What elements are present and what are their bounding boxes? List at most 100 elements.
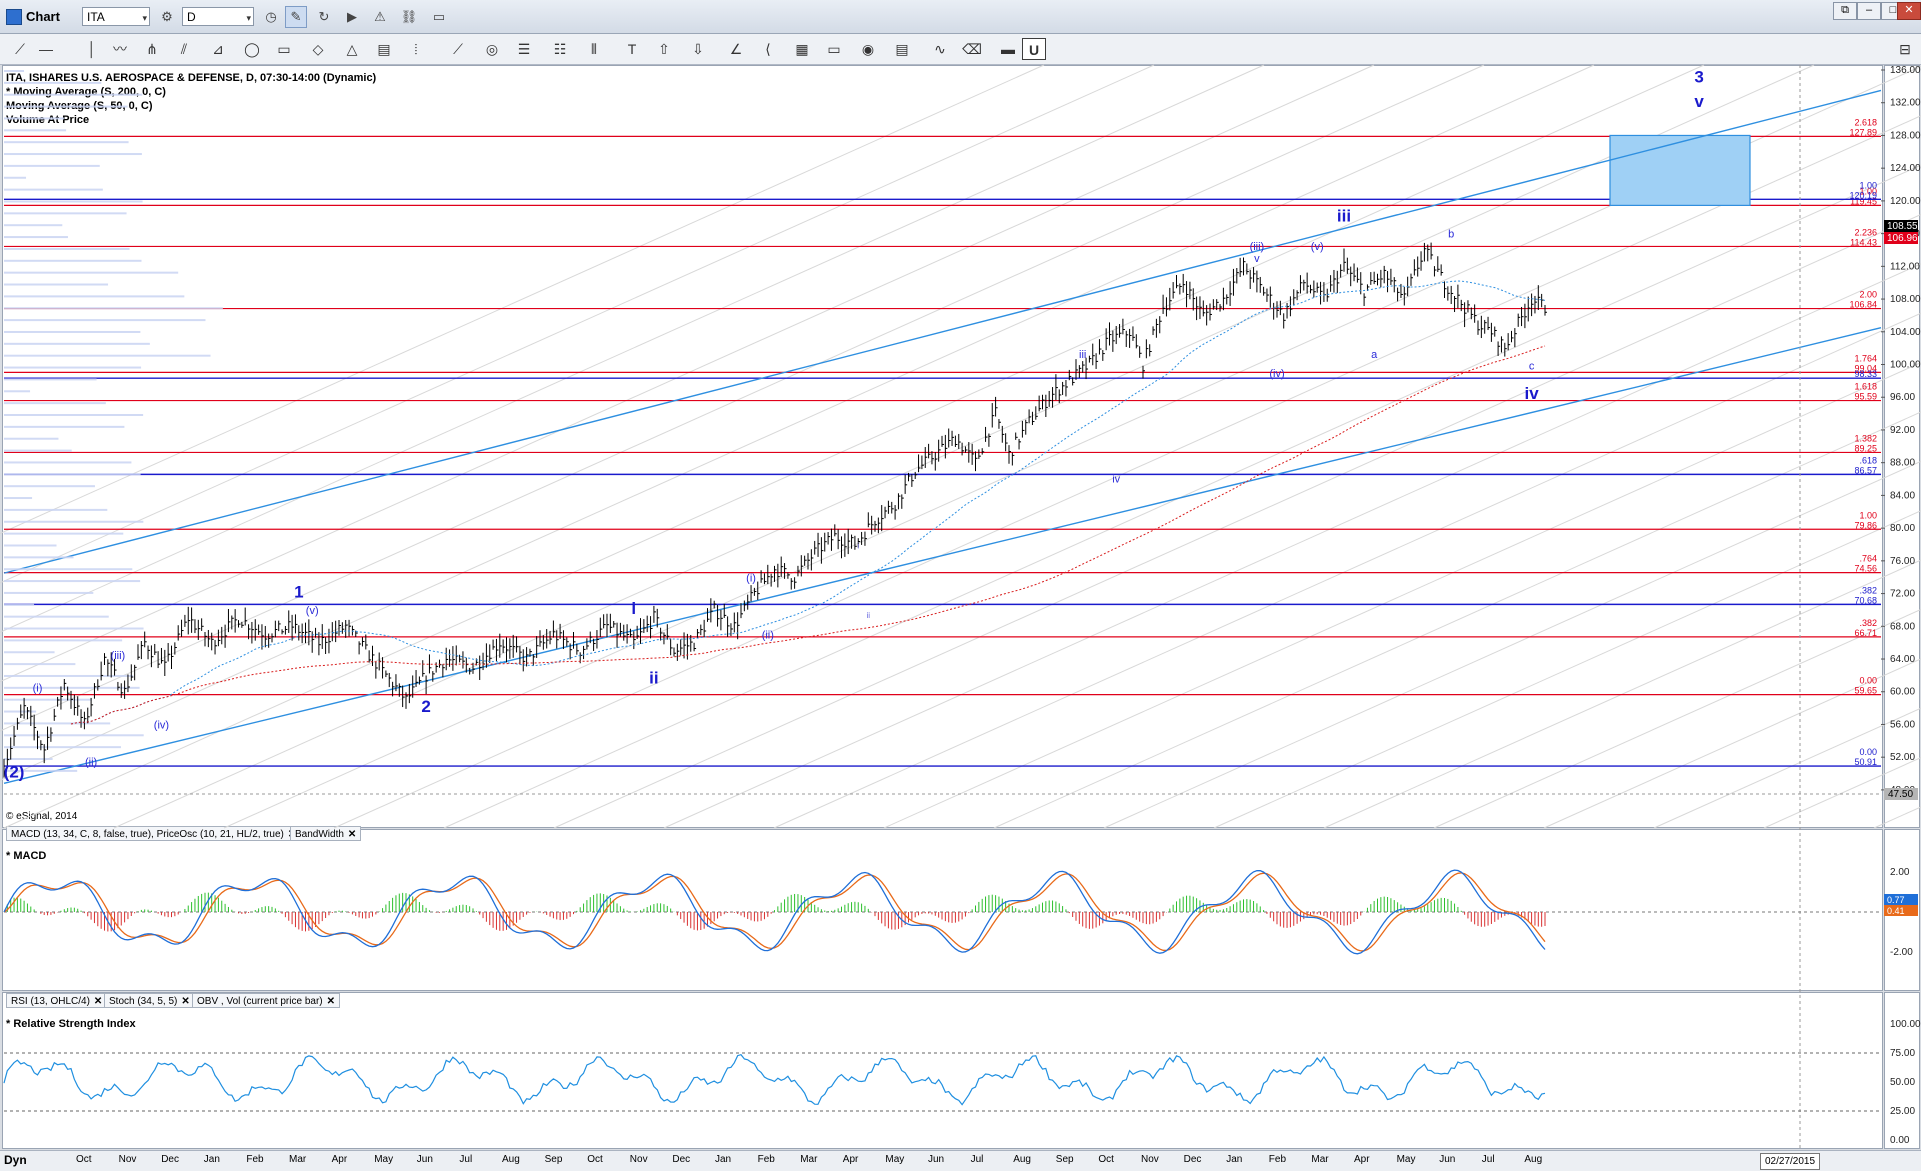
gann-tool-icon[interactable]: ⟨ bbox=[765, 41, 771, 57]
future-date-box: 02/27/2015 bbox=[1760, 1153, 1821, 1170]
month-label: Apr bbox=[331, 1154, 348, 1165]
rsi-scale[interactable] bbox=[1884, 992, 1920, 1149]
month-label: Apr bbox=[1354, 1154, 1370, 1165]
close-button[interactable]: ✕ bbox=[1897, 2, 1921, 20]
month-label: Nov bbox=[629, 1154, 648, 1165]
triangle-tool-icon[interactable]: △ bbox=[346, 41, 358, 57]
mob-tool-icon[interactable]: ▭ bbox=[827, 41, 841, 57]
polyline-tool-icon[interactable]: 〰 bbox=[113, 41, 127, 57]
arrow-up-tool-icon[interactable]: ⇧ bbox=[658, 41, 670, 57]
month-label: Oct bbox=[587, 1154, 603, 1165]
month-label: Feb bbox=[757, 1154, 775, 1165]
channel-tool-icon[interactable]: ⫽ bbox=[180, 41, 188, 57]
month-label: Sep bbox=[1055, 1154, 1074, 1165]
tab-stoch[interactable]: Stoch (34, 5, 5) ✕ bbox=[104, 993, 195, 1008]
tab-macd[interactable]: MACD (13, 34, C, 8, false, true), PriceO… bbox=[6, 826, 302, 841]
chat-icon[interactable]: ▭ bbox=[432, 9, 446, 24]
dyn-label[interactable]: Dyn bbox=[4, 1153, 27, 1167]
erase-tool-icon[interactable]: ⌫ bbox=[962, 41, 982, 57]
minimize-button[interactable]: – bbox=[1857, 2, 1881, 20]
month-label: Jan bbox=[715, 1154, 732, 1165]
month-label: Mar bbox=[1311, 1154, 1329, 1165]
fib-retrace-tool-icon[interactable]: ☰ bbox=[517, 41, 531, 57]
month-label: Oct bbox=[1098, 1154, 1114, 1165]
tab-rsi[interactable]: RSI (13, OHLC/4) ✕ bbox=[6, 993, 108, 1008]
regression-tool-icon[interactable]: ⟋ bbox=[453, 41, 463, 57]
chevron-down-icon[interactable]: ▾ bbox=[246, 13, 251, 23]
month-label: Nov bbox=[118, 1154, 137, 1165]
month-label: Aug bbox=[502, 1154, 520, 1165]
macd-scale[interactable] bbox=[1884, 829, 1920, 991]
zigzag-tool-icon[interactable]: ∿ bbox=[934, 41, 946, 57]
rectangle-tool-icon[interactable]: ▭ bbox=[277, 41, 291, 57]
pti-tool-icon[interactable]: ▤ bbox=[895, 41, 909, 57]
tab-bandwidth[interactable]: BandWidth ✕ bbox=[290, 826, 362, 841]
month-label: May bbox=[885, 1154, 905, 1165]
macd-pane[interactable] bbox=[2, 829, 1883, 991]
price-scale[interactable] bbox=[1884, 65, 1920, 828]
month-label: Feb bbox=[246, 1154, 264, 1165]
fib-ext-tool-icon[interactable]: ☷ bbox=[553, 41, 567, 57]
circle-tool-icon[interactable]: ◎ bbox=[485, 41, 499, 57]
month-label: Dec bbox=[672, 1154, 691, 1165]
ma200-label: * Moving Average (S, 200, 0, C) bbox=[6, 86, 166, 98]
text-tool-icon[interactable]: T bbox=[627, 41, 637, 57]
pitchfork-tool-icon[interactable]: ⋔ bbox=[146, 41, 158, 57]
alert-icon[interactable]: ⚠ bbox=[374, 9, 386, 24]
collapse-toolbar-icon[interactable]: ⊟ bbox=[1899, 41, 1911, 57]
month-label: Feb bbox=[1268, 1154, 1287, 1165]
fan-tool-icon[interactable]: ⊿ bbox=[212, 41, 224, 57]
ellipse-tool-icon[interactable]: ◯ bbox=[244, 41, 260, 57]
month-label: Mar bbox=[800, 1154, 818, 1165]
chart-title: ITA, ISHARES U.S. AEROSPACE & DEFENSE, D… bbox=[6, 72, 377, 84]
parallel-tool-icon[interactable]: ▤ bbox=[377, 41, 391, 57]
clock-icon[interactable]: ◷ bbox=[265, 9, 277, 24]
interval-input[interactable]: D ▾ bbox=[182, 7, 254, 26]
month-label: Dec bbox=[1183, 1154, 1202, 1165]
angle-tool-icon[interactable]: ∠ bbox=[729, 41, 743, 57]
restore-button[interactable]: ⧉ bbox=[1833, 2, 1857, 20]
month-label: Jun bbox=[416, 1154, 433, 1165]
line-tool-icon[interactable]: ⟋ bbox=[15, 41, 25, 57]
month-label: Jun bbox=[928, 1154, 945, 1165]
link-icon[interactable]: ⛓ bbox=[400, 9, 418, 24]
cycle-tool-icon[interactable]: ⦙ bbox=[414, 41, 418, 57]
chevron-down-icon[interactable]: ▾ bbox=[142, 13, 147, 23]
pencil-icon[interactable]: ✎ bbox=[285, 6, 307, 28]
tab-obv[interactable]: OBV , Vol (current price bar) ✕ bbox=[192, 993, 340, 1008]
rsi-pane[interactable] bbox=[2, 992, 1883, 1149]
refresh-icon[interactable]: ↻ bbox=[318, 9, 330, 24]
volume-at-price-label: Volume At Price bbox=[6, 114, 90, 126]
comment-tool-icon[interactable]: ▬ bbox=[1001, 41, 1015, 57]
month-label: Jul bbox=[459, 1154, 473, 1165]
symbol-link-icon[interactable]: ⚙ bbox=[161, 9, 173, 24]
hline-tool-icon[interactable]: — bbox=[39, 41, 53, 57]
rsi-title: * Relative Strength Index bbox=[6, 1018, 136, 1030]
play-icon[interactable]: ▶ bbox=[347, 9, 357, 24]
symbol-input[interactable]: ITA ▾ bbox=[82, 7, 150, 26]
month-label: Dec bbox=[161, 1154, 179, 1165]
month-label: Jan bbox=[1226, 1154, 1243, 1165]
month-label: May bbox=[1396, 1154, 1416, 1165]
grid-tool-icon[interactable]: ▦ bbox=[795, 41, 809, 57]
month-label: Sep bbox=[544, 1154, 563, 1165]
copyright-label: © eSignal, 2014 bbox=[6, 811, 78, 822]
window-title: Chart bbox=[26, 9, 60, 24]
close-icon: ✕ bbox=[326, 996, 335, 1007]
arrow-down-tool-icon[interactable]: ⇩ bbox=[692, 41, 704, 57]
vline-tool-icon[interactable]: │ bbox=[87, 41, 97, 57]
close-icon: ✕ bbox=[93, 996, 103, 1007]
close-icon: ✕ bbox=[347, 829, 357, 840]
ma50-label: Moving Average (S, 50, 0, C) bbox=[6, 100, 153, 112]
title-bar: Chart ITA ▾ ⚙ D ▾ ◷ ✎ ↻ ▶ ⚠ ⛓ ▭ ⧉ – □ ✕ bbox=[0, 0, 1921, 34]
fib-time-tool-icon[interactable]: ⦀ bbox=[590, 41, 598, 57]
eye-tool-icon[interactable]: ◉ bbox=[861, 41, 875, 57]
month-label: Jul bbox=[1481, 1154, 1495, 1165]
month-label: Jun bbox=[1439, 1154, 1456, 1165]
eraser-tool-icon[interactable]: ◇ bbox=[312, 41, 324, 57]
month-label: Aug bbox=[1013, 1154, 1031, 1165]
month-label: Mar bbox=[289, 1154, 307, 1165]
price-pane[interactable] bbox=[2, 65, 1883, 828]
time-axis[interactable]: Dyn Oct Nov Dec Jan Feb Mar Apr May Jun Jul Aug Sep… bbox=[0, 1150, 1921, 1171]
cursor-tool-icon[interactable]: U bbox=[1022, 38, 1046, 60]
